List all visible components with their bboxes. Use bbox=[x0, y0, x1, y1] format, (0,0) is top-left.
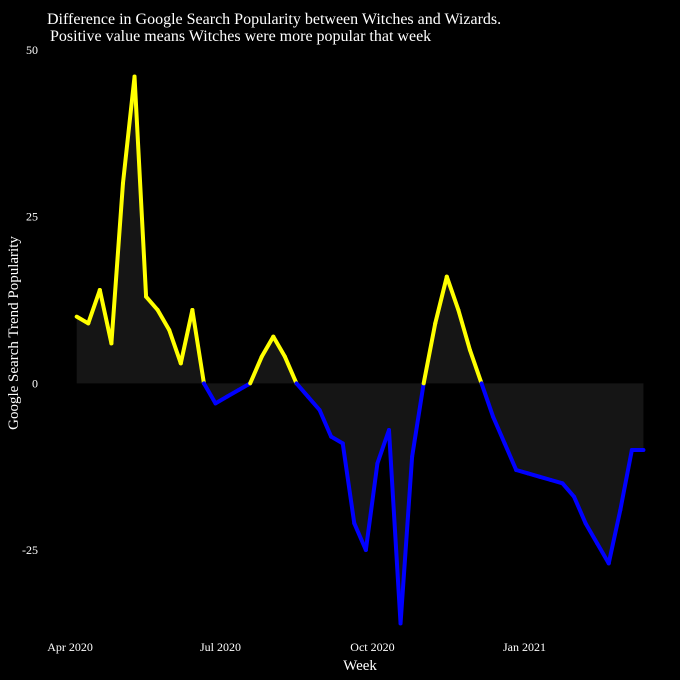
series-segment bbox=[190, 308, 206, 386]
area-fill bbox=[76, 76, 644, 624]
series-segment bbox=[502, 441, 519, 472]
x-axis-ticks: Apr 2020 Jul 2020 Oct 2020 Jan 2021 bbox=[47, 640, 546, 654]
series-segment bbox=[74, 314, 91, 326]
series-segment bbox=[560, 481, 577, 499]
series-segment bbox=[456, 308, 472, 352]
series-segment bbox=[329, 434, 345, 446]
series-segment bbox=[363, 461, 380, 552]
x-tick-label: Apr 2020 bbox=[47, 640, 93, 654]
series-segment bbox=[201, 381, 218, 406]
y-tick-label: -25 bbox=[22, 543, 38, 557]
series-segment bbox=[132, 74, 149, 299]
series-segment bbox=[109, 181, 125, 346]
series-segment bbox=[97, 288, 114, 346]
series-segment bbox=[86, 288, 102, 326]
series-segment bbox=[155, 308, 172, 332]
series-segment bbox=[572, 494, 588, 526]
chart-title-line-2: Positive value means Witches were more p… bbox=[50, 28, 431, 45]
series-segment bbox=[294, 381, 311, 399]
series-segment bbox=[444, 274, 461, 312]
series-segment bbox=[259, 334, 276, 359]
y-tick-label: 25 bbox=[26, 210, 38, 224]
line-layer bbox=[74, 74, 646, 626]
series-segment bbox=[352, 521, 368, 552]
y-tick-label: 0 bbox=[32, 376, 38, 390]
series-segment bbox=[618, 448, 634, 512]
series-segment bbox=[537, 474, 553, 482]
series-segment bbox=[421, 321, 438, 386]
series-segment bbox=[525, 471, 542, 479]
series-segment bbox=[606, 508, 623, 566]
series-segment bbox=[306, 394, 322, 412]
series-segment bbox=[375, 428, 391, 466]
series-segment bbox=[548, 478, 565, 486]
series-segment bbox=[340, 441, 357, 526]
series-segment bbox=[398, 454, 415, 626]
x-tick-label: Jul 2020 bbox=[200, 640, 241, 654]
series-segment bbox=[282, 354, 299, 386]
series-segment bbox=[248, 354, 264, 386]
series-segment bbox=[386, 428, 403, 626]
series-segment bbox=[178, 308, 195, 366]
x-tick-label: Oct 2020 bbox=[350, 640, 394, 654]
x-axis-title: Week bbox=[343, 658, 377, 674]
series-segment bbox=[583, 521, 600, 546]
series-segment bbox=[467, 348, 484, 386]
y-axis-title: Google Search Trend Popularity bbox=[6, 236, 22, 430]
series-segment bbox=[167, 328, 183, 366]
series-segment bbox=[433, 274, 449, 326]
series-segment bbox=[271, 334, 287, 359]
series-segment bbox=[479, 381, 496, 419]
series-segment bbox=[213, 394, 230, 406]
series-segment bbox=[514, 468, 530, 476]
area-layer bbox=[76, 76, 644, 624]
series-segment bbox=[491, 414, 507, 446]
y-tick-label: 50 bbox=[26, 43, 38, 57]
series-segment bbox=[236, 381, 253, 392]
chart-title-line-1: Difference in Google Search Popularity b… bbox=[47, 11, 501, 28]
series-segment bbox=[317, 408, 334, 439]
series-segment bbox=[595, 541, 611, 566]
series-segment bbox=[410, 381, 426, 459]
y-axis-ticks: 50 25 0 -25 bbox=[22, 43, 38, 557]
series-segment bbox=[225, 388, 241, 399]
series-segment bbox=[120, 74, 137, 186]
series-segment bbox=[144, 294, 160, 312]
x-tick-label: Jan 2021 bbox=[503, 640, 546, 654]
